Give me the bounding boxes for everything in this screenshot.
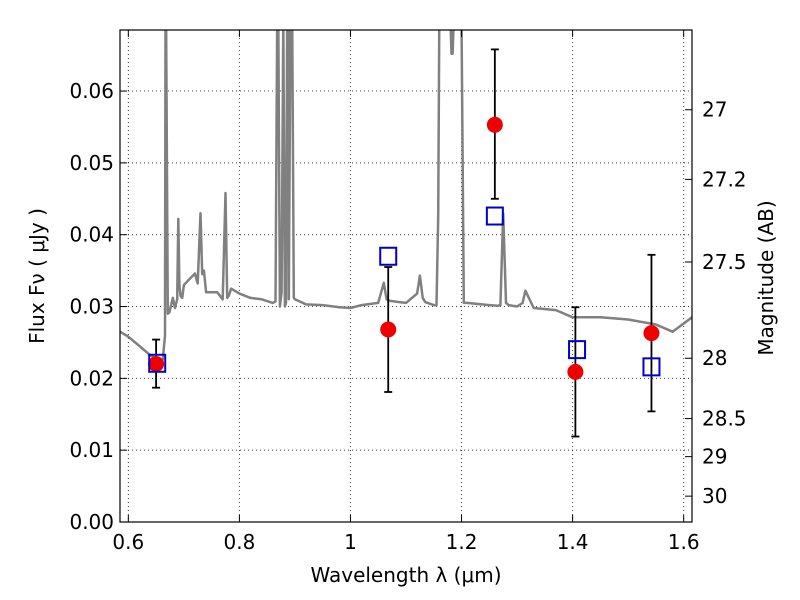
observed-flux-point [380,321,397,338]
x-tick-label: 1 [344,530,357,554]
right-axis-tick-label: 27.2 [702,167,747,191]
y-tick-label: 0.02 [69,366,114,390]
y-tick-label: 0.04 [69,223,114,247]
y-tick-label: 0.05 [69,151,114,175]
grid [120,30,692,523]
y-tick-label: 0.00 [69,510,114,534]
model-flux-square [148,353,167,373]
y-axis-label: Flux Fν ( μJy ) [25,208,49,344]
plot-frame [119,29,693,523]
x-axis-label: Wavelength λ (μm) [310,563,501,587]
y-tick-label: 0.06 [69,79,114,103]
right-axis-tick-label: 29 [702,445,727,469]
observed-flux-point [486,116,503,133]
x-tick-label: 0.8 [223,530,255,554]
right-axis-tick-label: 30 [702,484,727,508]
right-axis-tick-label: 27 [702,98,727,122]
y-tick-label: 0.01 [69,438,114,462]
model-flux-square [642,357,661,377]
model-flux-square [485,206,504,226]
x-tick-label: 1.2 [446,530,478,554]
y-tick-label: 0.03 [69,295,114,319]
plot-series [120,30,692,438]
x-tick-label: 0.6 [112,530,144,554]
observed-flux-point [148,355,165,372]
axis-ticks: 0.6 0.8 1 1.2 1.4 1.6 0.00 0.01 0.02 0.03 0.04 0.05… [69,30,747,554]
model-flux-square [568,340,587,360]
right-axis-tick-label: 28.5 [702,407,747,431]
right-axis-tick-label: 27.5 [702,250,747,274]
x-tick-label: 1.4 [557,530,589,554]
right-axis-label: Magnitude (AB) [754,200,778,355]
model-flux-square [379,246,398,266]
observed-flux-point [643,325,660,342]
observed-flux-point [567,363,584,380]
x-tick-label: 1.6 [668,530,700,554]
right-axis-tick-label: 28 [702,346,727,370]
model-spectrum-line [120,30,692,361]
